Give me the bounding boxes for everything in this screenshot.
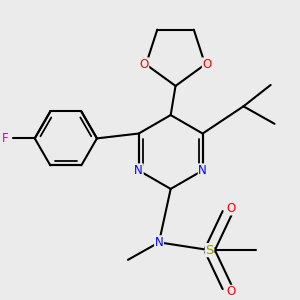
Text: N: N [134,164,143,177]
Text: O: O [202,58,212,71]
Text: N: N [198,164,207,177]
Text: S: S [206,244,214,256]
Text: O: O [226,285,236,298]
Text: N: N [154,236,164,249]
Text: O: O [140,58,148,71]
Text: O: O [226,202,236,215]
Text: F: F [2,132,9,145]
